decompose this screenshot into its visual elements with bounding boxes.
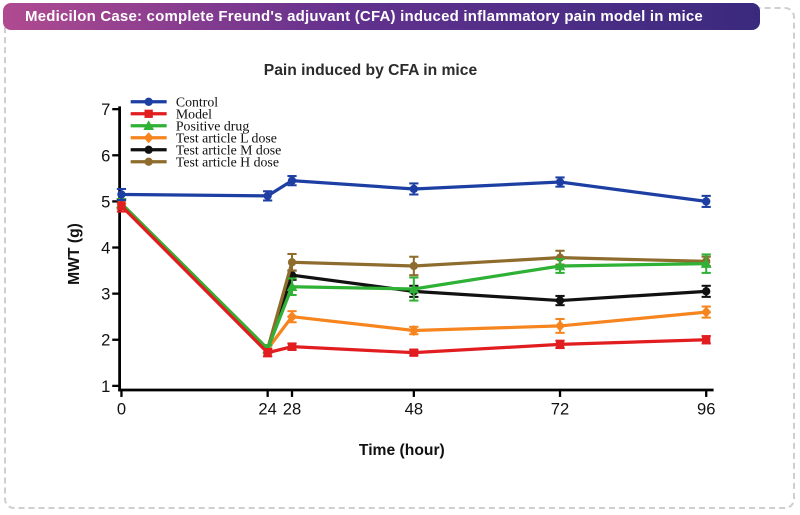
- legend-label: Test article H dose: [176, 154, 279, 169]
- tick-labels: 1 2 3 4 5 6 7 0 24 28 48 72 96: [101, 100, 715, 418]
- y-tick-label: 2: [101, 331, 110, 350]
- y-tick-label: 4: [101, 239, 110, 258]
- x-tick-label: 0: [117, 399, 126, 418]
- series-control: [116, 175, 711, 208]
- case-banner-title: Medicilon Case: complete Freund's adjuva…: [25, 8, 703, 25]
- legend-label: Model: [176, 106, 212, 121]
- chart-title: Pain induced by CFA in mice: [264, 62, 478, 79]
- x-tick-label: 72: [551, 399, 569, 418]
- series-test-article-l-dose: [116, 198, 712, 355]
- x-tick-label: 28: [283, 399, 301, 418]
- y-axis-label: MWT (g): [66, 223, 83, 285]
- x-tick-label: 96: [697, 399, 715, 418]
- series-model: [116, 199, 711, 358]
- series-positive-drug: [116, 198, 712, 354]
- case-banner: Medicilon Case: complete Freund's adjuva…: [3, 3, 760, 30]
- y-tick-label: 6: [101, 146, 110, 165]
- x-tick-label: 24: [258, 399, 276, 418]
- y-tick-label: 7: [101, 100, 110, 119]
- y-tick-label: 3: [101, 285, 110, 304]
- legend-label: Positive drug: [176, 118, 249, 133]
- legend-label: Test article L dose: [176, 130, 277, 145]
- y-tick-label: 1: [101, 377, 110, 396]
- x-axis-label: Time (hour): [359, 442, 445, 459]
- legend-label: Control: [176, 94, 218, 109]
- y-tick-label: 5: [101, 192, 110, 211]
- case-card: [4, 7, 795, 509]
- legend-label: Test article M dose: [176, 142, 281, 157]
- x-tick-label: 48: [405, 399, 423, 418]
- pain-chart: Pain induced by CFA in mice MWT (g) Time (…: [66, 62, 715, 459]
